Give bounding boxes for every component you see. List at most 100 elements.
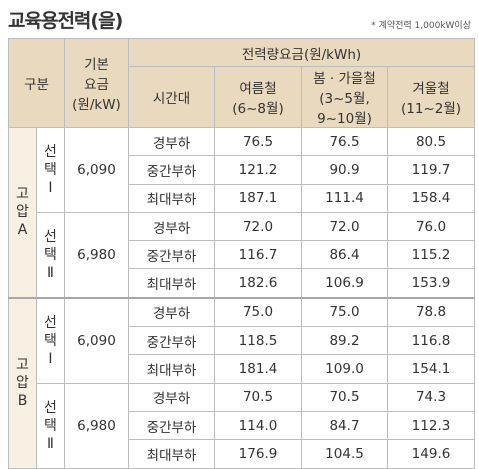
header-base-fee-line2: 요금 (84, 77, 109, 93)
group-label-char: 압 (16, 204, 29, 221)
rate-cell: 72.0 (214, 211, 302, 242)
base-fee-cell: 6,090 (64, 296, 129, 384)
rate-cell: 121.2 (214, 155, 302, 185)
rate-cell: 90.9 (301, 155, 388, 185)
option-label-char: 선 (44, 143, 57, 160)
header-winter-line1: 겨울철 (412, 81, 450, 97)
option-label-char: 택 (44, 332, 57, 349)
group-label-char: 고 (16, 186, 29, 203)
rate-cell: 70.5 (214, 382, 302, 412)
rate-cell: 111.4 (301, 183, 388, 213)
option-label-char: 선 (44, 399, 57, 416)
time-slot-cell: 경부하 (128, 296, 215, 328)
time-slot-cell: 최대부하 (128, 183, 215, 213)
time-slot-cell: 중간부하 (128, 410, 215, 441)
table-row: 최대부하 187.1 111.4 158.4 (9, 183, 476, 213)
rate-cell: 80.5 (386, 126, 476, 157)
option-label-char: 택 (44, 246, 57, 263)
rate-cell: 70.5 (301, 382, 388, 412)
rate-cell: 119.7 (386, 155, 476, 185)
page-title: 교육용전력(을) (8, 10, 123, 32)
rate-cell: 158.4 (386, 183, 476, 213)
rate-cell: 116.7 (214, 240, 302, 270)
base-fee-cell: 6,980 (64, 211, 129, 299)
rate-cell: 72.0 (301, 211, 388, 242)
rate-table: 구분 기본 요금 (원/kW) 전력량요금(원/kWh) 시간대 여름철 (6~… (8, 38, 476, 469)
group-label-char: 압 (16, 375, 29, 392)
table-row: 최대부하 181.4 109.0 154.1 (9, 354, 476, 384)
rate-cell: 74.3 (386, 382, 476, 412)
group-label-char: 고 (16, 357, 29, 374)
header-spring-fall-line2: (3~5월, (319, 91, 370, 107)
time-slot-cell: 중간부하 (128, 326, 215, 356)
option-label-char: Ⅱ (47, 435, 54, 452)
rate-cell: 114.0 (214, 410, 302, 441)
table-row: 최대부하 182.6 106.9 153.9 (9, 268, 476, 299)
table-row: 선 택 Ⅱ 6,980 경부하 72.0 72.0 76.0 (9, 211, 476, 299)
header-spring-fall-line3: 9~10월) (317, 111, 372, 127)
group-label-char: B (17, 393, 28, 410)
header-summer-line1: 여름철 (239, 81, 277, 97)
header-rate: 전력량요금(원/kWh) (127, 38, 476, 67)
base-fee-cell: 6,980 (64, 382, 129, 469)
rate-cell: 118.5 (214, 326, 302, 356)
option-label-char: 택 (44, 161, 57, 178)
table-row: 선 택 Ⅱ 6,980 경부하 70.5 70.5 74.3 (9, 382, 476, 469)
option-label-char: Ⅱ (47, 264, 54, 281)
rate-cell: 181.4 (214, 354, 302, 384)
group-label-char: A (17, 222, 28, 239)
rate-cell: 89.2 (301, 326, 388, 356)
table-row: 중간부하 118.5 89.2 116.8 (9, 326, 476, 356)
base-fee-cell: 6,090 (64, 127, 129, 213)
time-slot-cell: 경부하 (128, 382, 215, 412)
option-label-char: 택 (44, 417, 57, 434)
rate-cell: 154.1 (386, 354, 476, 384)
rate-cell: 84.7 (301, 410, 388, 441)
option-label-char: 선 (44, 228, 57, 245)
rate-cell: 104.5 (301, 439, 388, 469)
header-winter-line2: (11~2월) (400, 101, 462, 117)
header-group: 구분 (8, 38, 65, 128)
time-slot-cell: 중간부하 (128, 240, 215, 270)
rate-cell: 112.3 (386, 410, 476, 441)
rate-cell: 116.8 (386, 326, 476, 356)
rate-cell: 76.5 (301, 126, 388, 157)
time-slot-cell: 경부하 (128, 126, 215, 157)
table-row: 고 압 A 선 택 Ⅰ 6,090 경부하 76.5 76.5 80.5 (8, 126, 476, 299)
option-label-char: Ⅰ (48, 179, 53, 196)
time-slot-cell: 최대부하 (128, 268, 215, 299)
rate-cell: 76.5 (214, 126, 302, 157)
rate-cell: 75.0 (301, 296, 388, 328)
rate-cell: 109.0 (301, 354, 388, 384)
time-slot-cell: 경부하 (128, 211, 215, 242)
rate-cell: 75.0 (214, 296, 302, 328)
rate-cell: 76.0 (386, 211, 476, 242)
rate-cell: 106.9 (301, 268, 388, 299)
header-spring-fall: 봄 · 가을철 (3~5월, 9~10월) (301, 66, 388, 128)
table-row: 중간부하 116.7 86.4 115.2 (9, 240, 476, 270)
contract-note: * 계약전력 1,000kW이상 (371, 21, 471, 31)
rate-cell: 78.8 (386, 296, 476, 328)
rate-cell: 176.9 (214, 439, 302, 469)
rate-table-body: 고 압 A 선 택 Ⅰ 6,090 경부하 76.5 76.5 80.5 중간부하 121.2 90.9 1… (8, 126, 476, 469)
header-time: 시간대 (128, 66, 215, 128)
option-label-char: Ⅰ (48, 350, 53, 367)
rate-cell: 153.9 (386, 268, 476, 299)
header-base-fee: 기본 요금 (원/kW) (64, 38, 129, 128)
rate-cell: 187.1 (214, 183, 302, 213)
rate-cell: 149.6 (386, 439, 476, 469)
time-slot-cell: 최대부하 (128, 354, 215, 384)
table-row: 중간부하 121.2 90.9 119.7 (9, 155, 476, 185)
time-slot-cell: 중간부하 (128, 155, 215, 185)
rate-cell: 86.4 (301, 240, 388, 270)
header-base-fee-line1: 기본 (84, 57, 109, 73)
table-row: 중간부하 114.0 84.7 112.3 (9, 410, 476, 441)
header-summer: 여름철 (6~8월) (214, 66, 302, 128)
header-winter: 겨울철 (11~2월) (386, 66, 476, 128)
